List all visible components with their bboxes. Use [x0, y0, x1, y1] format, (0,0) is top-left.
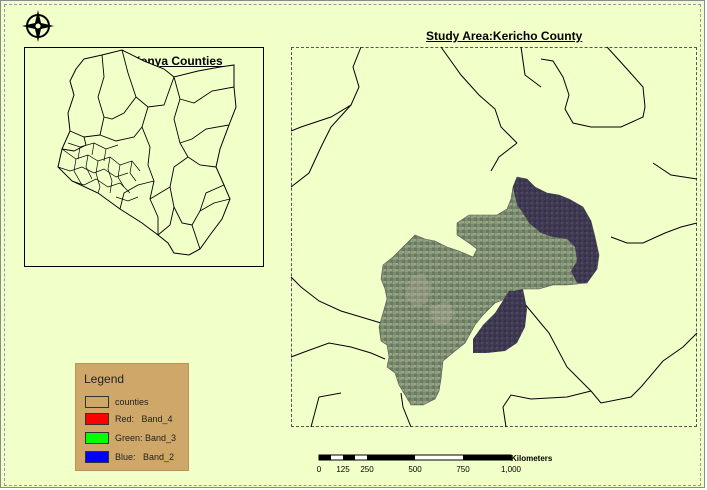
scale-tick-label: 1,000 [500, 465, 522, 474]
legend-label: Red: Band_4 [115, 414, 173, 424]
north-arrow-icon [22, 10, 54, 42]
scale-unit-label: Kilometers [511, 454, 553, 463]
kenya-outline [57, 49, 237, 256]
legend-item-red-band: Red: Band_4 [85, 412, 173, 426]
scale-bar: Kilometers 0 125 250 500 750 1,000 [311, 449, 571, 477]
scale-tick-label: 125 [336, 465, 350, 474]
county-boundaries-dense [57, 142, 141, 202]
scale-bar-graphic [318, 454, 512, 461]
kenya-counties-map [57, 49, 237, 256]
legend-item-blue-band: Blue: Band_2 [85, 450, 174, 464]
scale-tick-label: 0 [316, 465, 322, 474]
inset-map-title: Kenya Counties [132, 54, 223, 68]
main-map-title: Study Area:Kericho County [426, 29, 583, 43]
county-boundaries [61, 49, 235, 250]
legend-label: counties [115, 397, 149, 407]
neighbor-county-boundaries [290, 46, 698, 428]
legend-item-counties: counties [85, 395, 149, 409]
study-area-map [290, 46, 698, 428]
legend-label: Blue: Band_2 [115, 452, 175, 462]
legend-item-green-band: Green: Band_3 [85, 431, 176, 445]
legend-swatch-green [85, 432, 109, 444]
legend-swatch-counties [85, 396, 109, 408]
forest-block-south [473, 289, 527, 353]
map-legend: Legend counties Red: Band_4 Green: Band_… [75, 363, 189, 471]
legend-title: Legend [84, 372, 125, 386]
legend-label: Green: Band_3 [115, 433, 177, 443]
scale-tick-label: 250 [360, 465, 374, 474]
scale-tick-label: 750 [456, 465, 470, 474]
forest-block-east [513, 177, 599, 283]
legend-swatch-red [85, 413, 109, 425]
legend-swatch-blue [85, 451, 109, 463]
scale-tick-label: 500 [408, 465, 422, 474]
